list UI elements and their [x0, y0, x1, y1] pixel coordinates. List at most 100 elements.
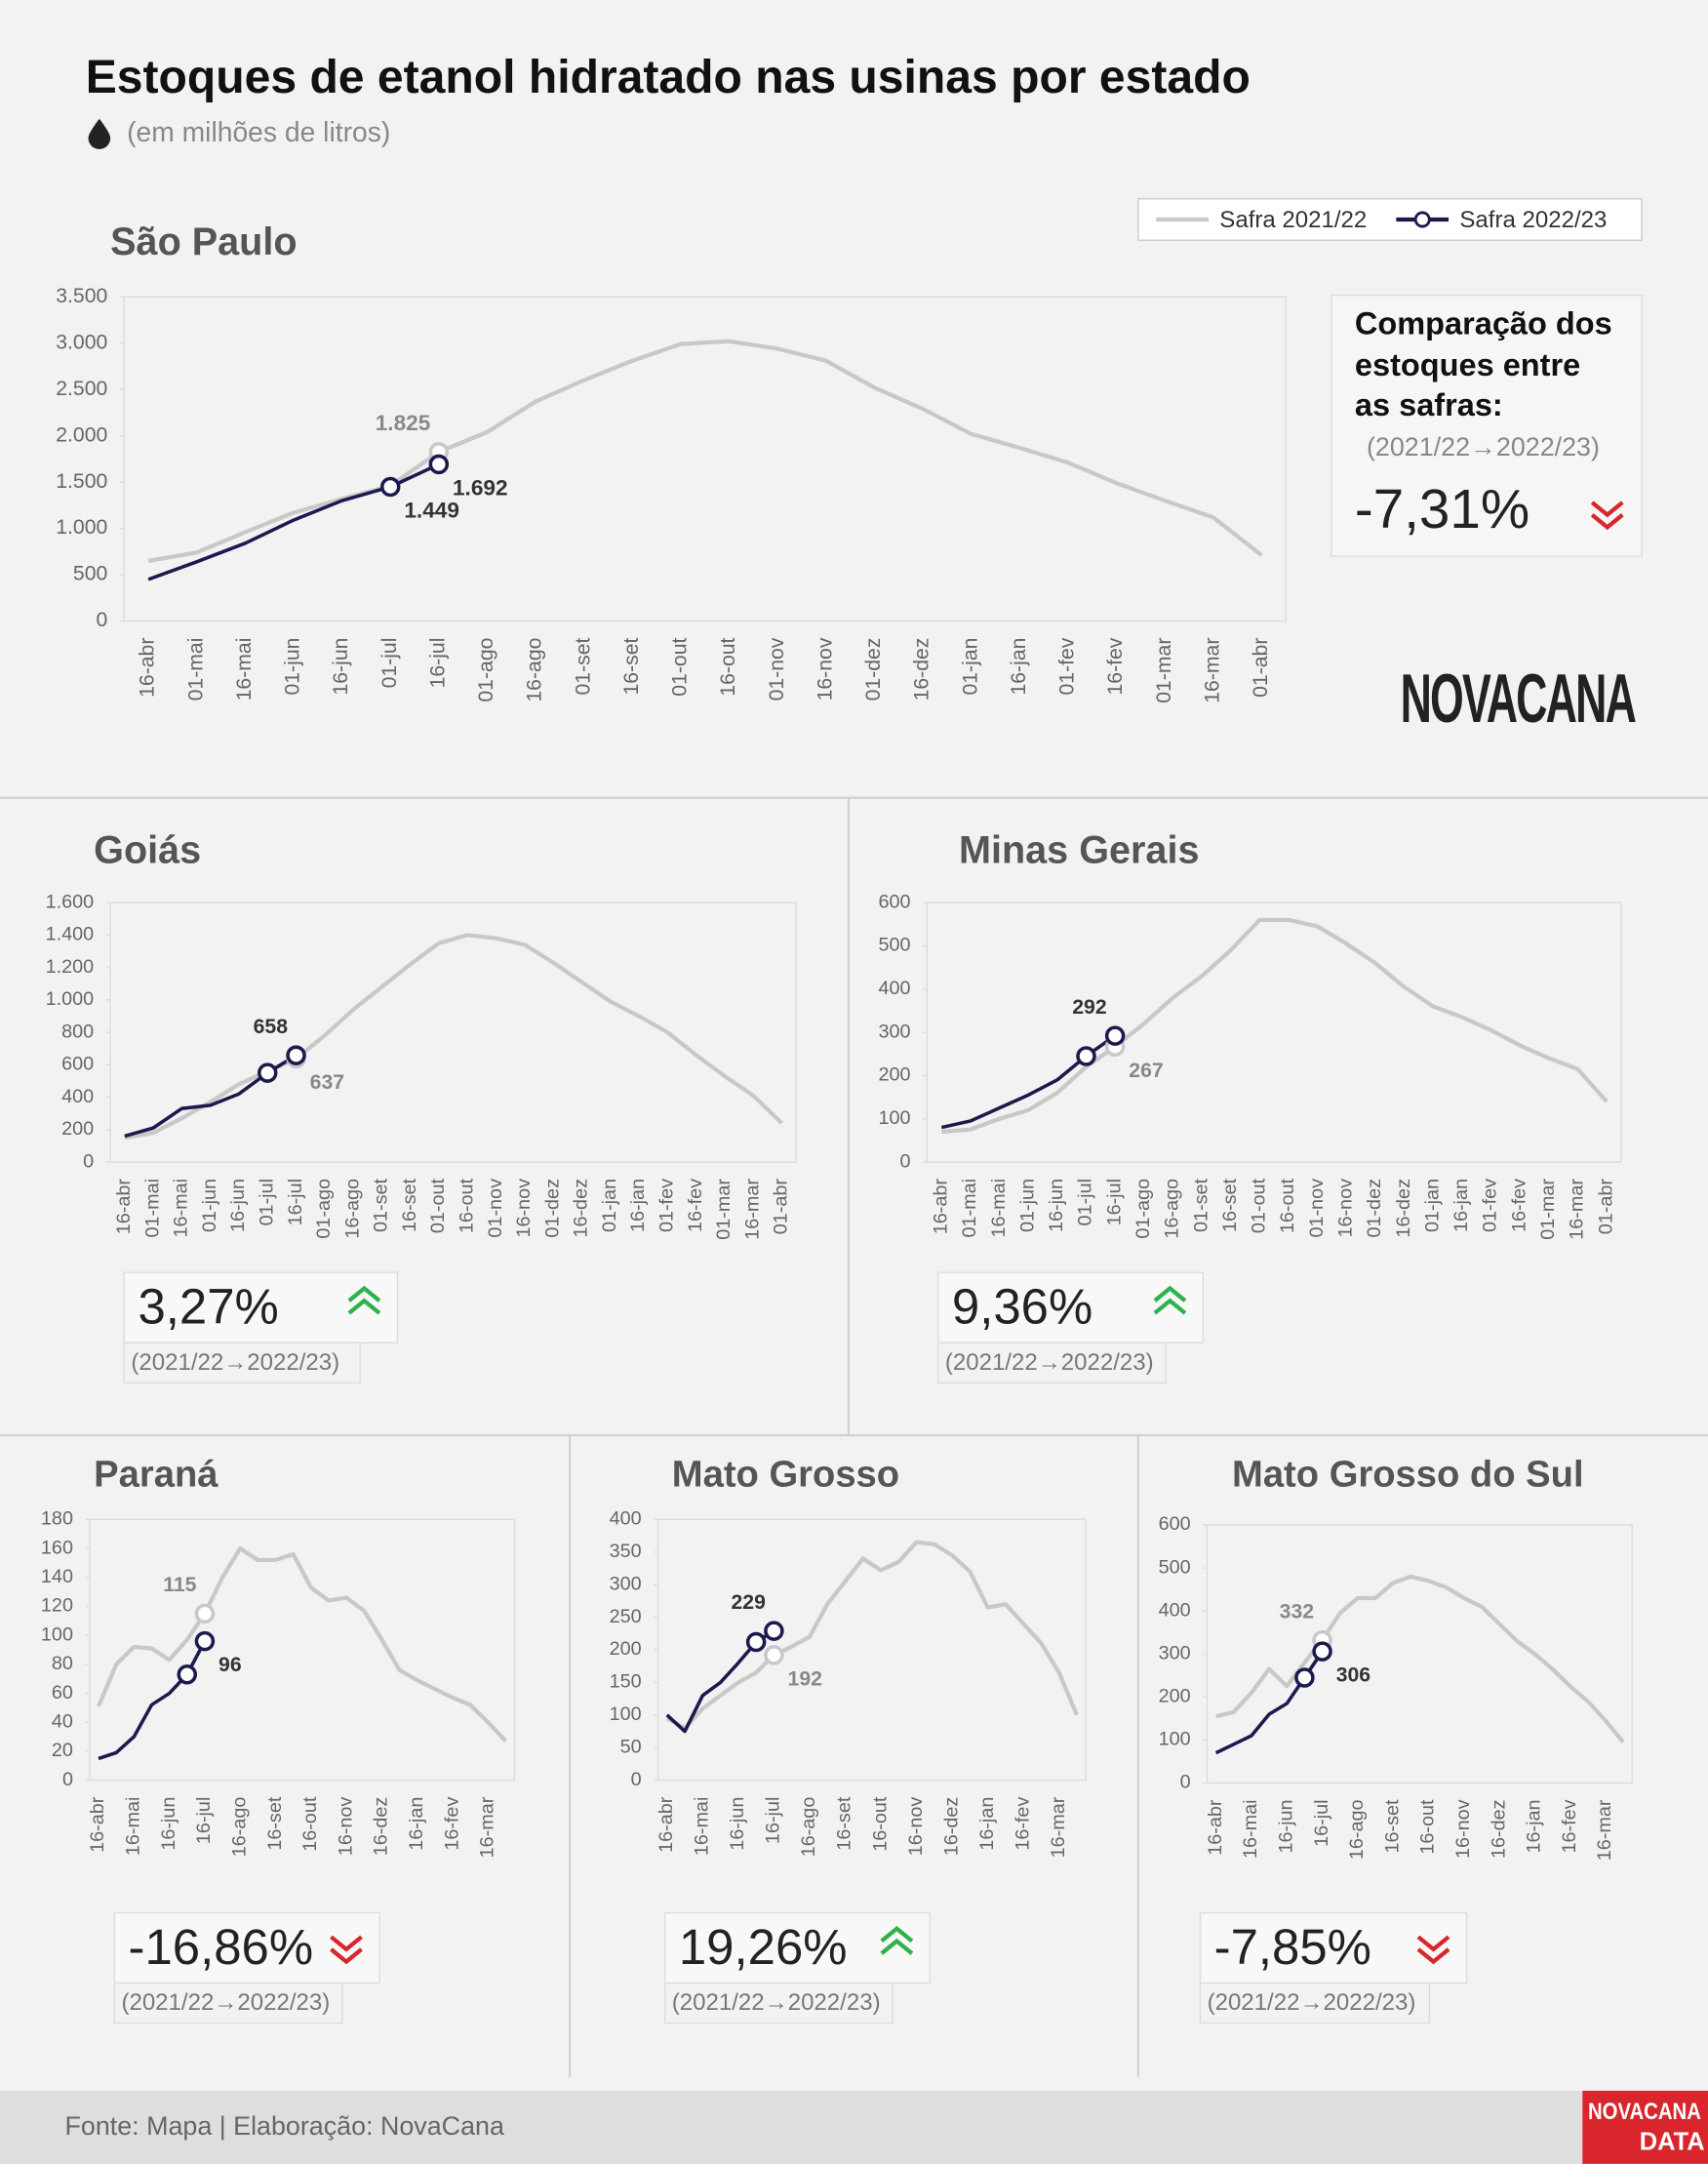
x-tick-label: 16-set [1381, 1799, 1403, 1854]
series-line [1215, 1574, 1625, 1743]
trend-arrow [1416, 1947, 1450, 1965]
y-tick-label: 200 [61, 1118, 94, 1140]
x-tick-label: 01-jan [599, 1179, 620, 1232]
y-tick-label: 0 [1180, 1772, 1191, 1793]
y-tick-label: 1.400 [46, 924, 95, 945]
x-tick-label: 16-fev [1508, 1179, 1529, 1232]
x-tick-label: 01-mai [959, 1179, 980, 1238]
y-tick-label: 200 [1159, 1686, 1191, 1707]
x-tick-label: 16-jul [285, 1179, 306, 1225]
trend-arrow [1416, 1935, 1450, 1952]
change-value: -16,86% [129, 1919, 314, 1975]
y-tick-label: 2.500 [56, 378, 107, 400]
x-tick-label: 01-nov [766, 637, 788, 701]
y-tick-label: 300 [1159, 1642, 1191, 1663]
y-tick-label: 500 [1159, 1556, 1191, 1578]
y-tick-label: 50 [620, 1736, 642, 1757]
x-tick-label: 16-jun [1046, 1179, 1067, 1232]
y-tick-label: 100 [610, 1703, 642, 1725]
x-tick-label: 16-jan [1008, 638, 1030, 696]
x-tick-label: 01-ago [475, 638, 497, 702]
x-tick-label: 01-out [427, 1179, 449, 1234]
y-tick-label: 2.000 [56, 423, 107, 446]
series-line [665, 1540, 1079, 1731]
x-tick-label: 16-set [264, 1796, 286, 1851]
point-marker [194, 1630, 216, 1652]
x-tick-label: 16-mar [741, 1179, 763, 1240]
y-tick-label: 100 [41, 1623, 73, 1645]
value-label: 332 [1280, 1600, 1314, 1623]
change-value: 3,27% [138, 1279, 278, 1335]
legend-label: Safra 2021/22 [1219, 207, 1367, 233]
x-tick-label: 01-dez [541, 1179, 563, 1238]
value-label: 637 [310, 1071, 344, 1094]
x-tick-label: 16-jun [158, 1797, 179, 1851]
x-tick-label: 01-jun [282, 638, 304, 696]
period-box [123, 1342, 361, 1384]
x-tick-label: 16-fev [1104, 637, 1127, 695]
x-tick-label: 16-out [299, 1796, 321, 1852]
x-tick-label: 16-mai [1240, 1799, 1261, 1859]
x-tick-label: 16-set [620, 637, 643, 695]
x-tick-label: 01-dez [1364, 1179, 1385, 1238]
chart-title: Paraná [94, 1454, 218, 1496]
footer-logo: DATA [1640, 2128, 1705, 2155]
change-value: -7,85% [1214, 1919, 1371, 1975]
period-label: (2021/22→2022/23) [131, 1349, 339, 1376]
point-marker [1076, 1046, 1096, 1066]
chart-title: Mato Grosso [672, 1454, 899, 1496]
chart-title: Minas Gerais [959, 829, 1199, 872]
x-tick-label: 16-out [869, 1796, 891, 1852]
x-tick-label: 16-nov [513, 1179, 535, 1238]
x-tick-label: 16-jul [193, 1797, 215, 1844]
period-box [937, 1342, 1167, 1384]
y-tick-label: 140 [41, 1566, 73, 1587]
x-tick-label: 16-set [834, 1796, 855, 1851]
y-tick-label: 1.500 [56, 470, 107, 493]
period-label: (2021/22→2022/23) [1208, 1989, 1416, 2016]
x-tick-label: 01-fev [1480, 1179, 1501, 1232]
y-tick-label: 300 [878, 1021, 910, 1042]
legend-box [1137, 198, 1643, 241]
trend-arrow [880, 1925, 914, 1944]
x-tick-label: 01-nov [1306, 1179, 1328, 1238]
logo: NOVACANA [1401, 660, 1637, 737]
y-tick-label: 160 [41, 1537, 73, 1558]
x-tick-label: 16-jun [727, 1797, 748, 1851]
x-tick-label: 01-set [572, 637, 594, 695]
value-label: 292 [1072, 996, 1106, 1019]
point-marker [286, 1045, 306, 1065]
y-tick-label: 40 [52, 1711, 73, 1733]
change-value: 19,26% [679, 1919, 848, 1975]
x-tick-label: 16-mai [233, 638, 256, 701]
point-marker [1104, 1025, 1126, 1046]
x-tick-label: 16-out [717, 637, 739, 696]
page-title: Estoques de etanol hidratado nas usinas … [86, 51, 1251, 103]
change-value: -7,31% [1355, 478, 1529, 540]
plot-area [89, 1518, 516, 1782]
x-tick-label: 01-jun [1016, 1179, 1038, 1232]
x-tick-label: 01-out [1249, 1179, 1270, 1234]
y-tick-label: 0 [97, 609, 108, 631]
x-tick-label: 16-nov [905, 1797, 927, 1857]
x-tick-label: 01-mai [141, 1179, 163, 1238]
x-tick-label: 01-fev [656, 1179, 678, 1232]
x-tick-label: 01-jan [1421, 1179, 1443, 1232]
x-tick-label: 01-out [669, 637, 692, 696]
x-tick-label: 16-fev [685, 1179, 706, 1232]
y-tick-label: 3.000 [56, 331, 107, 353]
x-tick-label: 16-dez [371, 1797, 392, 1857]
x-tick-label: 01-mar [713, 1179, 735, 1240]
y-tick-label: 20 [52, 1740, 73, 1761]
x-tick-label: 01-abr [1595, 1179, 1616, 1235]
value-label: 192 [788, 1667, 822, 1690]
value-label: 115 [163, 1574, 196, 1596]
trend-arrow [330, 1947, 363, 1965]
subtitle: (em milhões de litros) [127, 116, 390, 147]
x-tick-label: 01-nov [485, 1179, 506, 1238]
y-tick-label: 350 [610, 1541, 642, 1562]
y-tick-label: 1.000 [46, 988, 95, 1010]
y-tick-label: 100 [1159, 1729, 1191, 1750]
y-tick-label: 600 [878, 891, 910, 912]
x-tick-label: 16-nov [1335, 1179, 1357, 1238]
